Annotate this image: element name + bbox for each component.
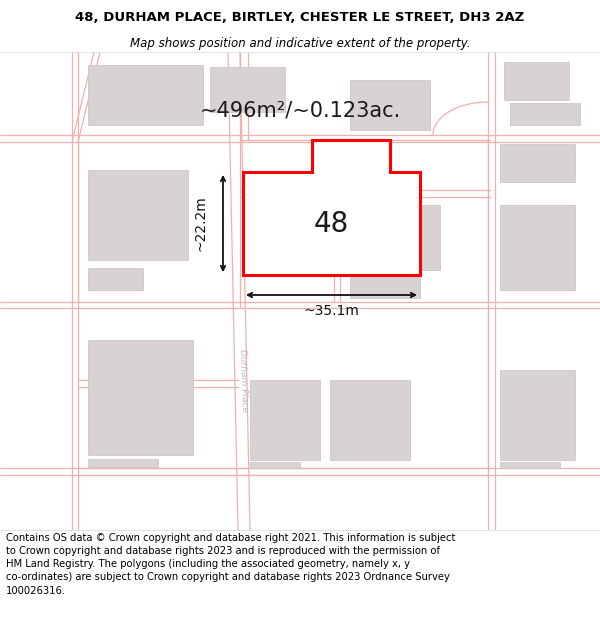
Text: Durham Place: Durham Place: [238, 348, 250, 412]
Bar: [88, 340, 193, 455]
Bar: [500, 205, 575, 290]
Bar: [250, 462, 300, 468]
Bar: [350, 205, 440, 270]
Text: 48: 48: [314, 209, 349, 238]
Bar: [88, 65, 203, 125]
Bar: [510, 103, 580, 125]
Bar: [88, 170, 188, 260]
Bar: [350, 276, 420, 298]
Bar: [500, 462, 560, 468]
Bar: [210, 67, 285, 112]
Text: 48, DURHAM PLACE, BIRTLEY, CHESTER LE STREET, DH3 2AZ: 48, DURHAM PLACE, BIRTLEY, CHESTER LE ST…: [76, 11, 524, 24]
Text: ~35.1m: ~35.1m: [304, 304, 359, 318]
Bar: [504, 62, 569, 100]
Polygon shape: [243, 140, 420, 275]
Bar: [250, 380, 320, 460]
Bar: [500, 370, 575, 460]
Text: Map shows position and indicative extent of the property.: Map shows position and indicative extent…: [130, 38, 470, 51]
Bar: [88, 268, 143, 290]
Bar: [88, 459, 158, 467]
Text: ~496m²/~0.123ac.: ~496m²/~0.123ac.: [199, 100, 401, 120]
Text: Contains OS data © Crown copyright and database right 2021. This information is : Contains OS data © Crown copyright and d…: [6, 533, 455, 596]
Bar: [500, 144, 575, 182]
Bar: [350, 80, 430, 130]
Bar: [330, 380, 410, 460]
Text: ~22.2m: ~22.2m: [194, 196, 208, 251]
